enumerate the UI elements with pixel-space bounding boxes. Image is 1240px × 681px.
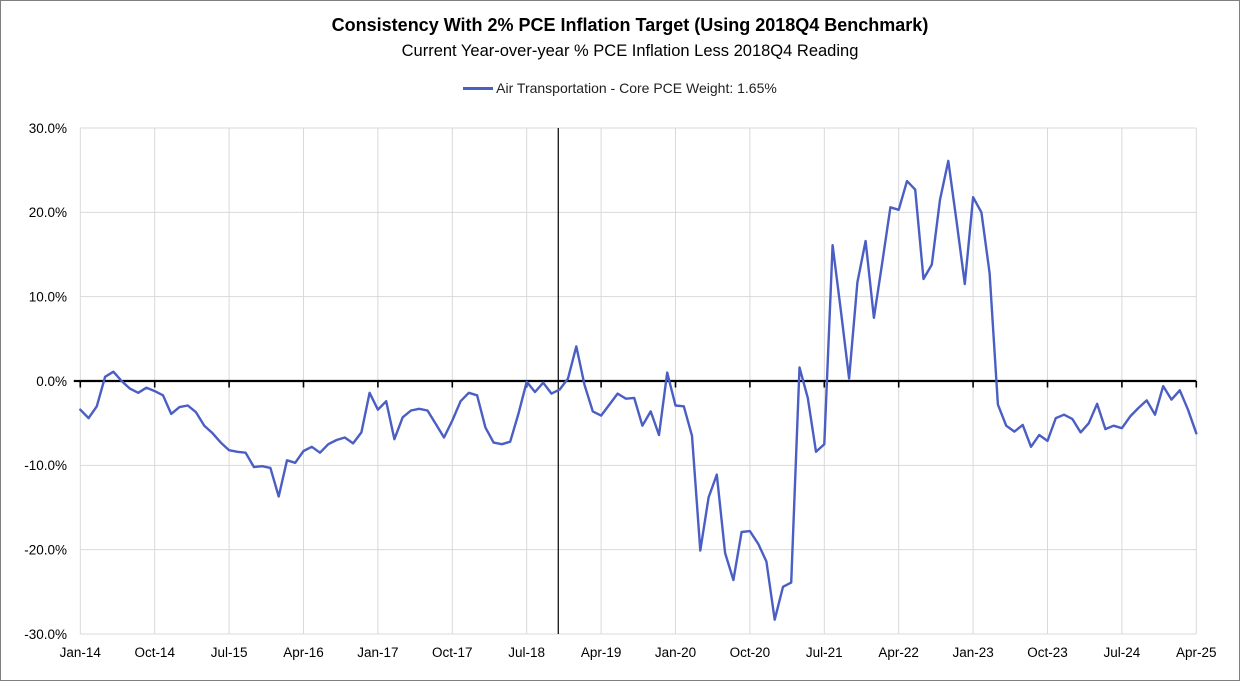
legend-series-label: Air Transportation - Core PCE Weight: 1.… bbox=[496, 80, 777, 96]
legend: Air Transportation - Core PCE Weight: 1.… bbox=[1, 79, 1239, 97]
x-tick-label: Apr-25 bbox=[1176, 645, 1217, 660]
x-tick-label: Jan-17 bbox=[357, 645, 398, 660]
x-tick-label: Jul-15 bbox=[211, 645, 248, 660]
y-axis-labels: 30.0% 20.0% 10.0% 0.0% -10.0% -20.0% -30.0% bbox=[24, 121, 67, 642]
y-tick-label: 20.0% bbox=[29, 205, 67, 220]
x-tick-label: Oct-17 bbox=[432, 645, 473, 660]
y-tick-label: 30.0% bbox=[29, 121, 67, 136]
y-tick-label: -10.0% bbox=[24, 458, 67, 473]
zero-axis bbox=[73, 379, 1198, 388]
chart-subtitle: Current Year-over-year % PCE Inflation L… bbox=[401, 42, 859, 60]
x-tick-label: Jan-23 bbox=[952, 645, 993, 660]
x-tick-label: Jan-20 bbox=[655, 645, 696, 660]
x-tick-label: Oct-20 bbox=[730, 645, 771, 660]
x-tick-label: Oct-23 bbox=[1027, 645, 1068, 660]
series-line-air-transportation bbox=[79, 159, 1198, 621]
x-tick-label: Apr-19 bbox=[581, 645, 622, 660]
y-tick-label: -30.0% bbox=[24, 627, 67, 642]
x-axis-labels: Jan-14 Oct-14 Jul-15 Apr-16 Jan-17 Oct-17 Jul-… bbox=[60, 645, 1217, 660]
y-tick-label: 10.0% bbox=[29, 289, 67, 304]
horizontal-gridlines bbox=[80, 127, 1197, 635]
legend-line-swatch-icon bbox=[463, 86, 494, 90]
x-tick-label: Jul-21 bbox=[806, 645, 843, 660]
x-tick-label: Jul-24 bbox=[1104, 645, 1141, 660]
y-tick-label: 0.0% bbox=[36, 374, 67, 389]
y-tick-label: -20.0% bbox=[24, 542, 67, 557]
chart-title: Consistency With 2% PCE Inflation Target… bbox=[331, 15, 929, 35]
x-tick-label: Jul-18 bbox=[508, 645, 545, 660]
x-tick-label: Jan-14 bbox=[60, 645, 102, 660]
x-tick-label: Oct-14 bbox=[134, 645, 175, 660]
x-tick-label: Apr-16 bbox=[283, 645, 324, 660]
x-tick-label: Apr-22 bbox=[878, 645, 919, 660]
